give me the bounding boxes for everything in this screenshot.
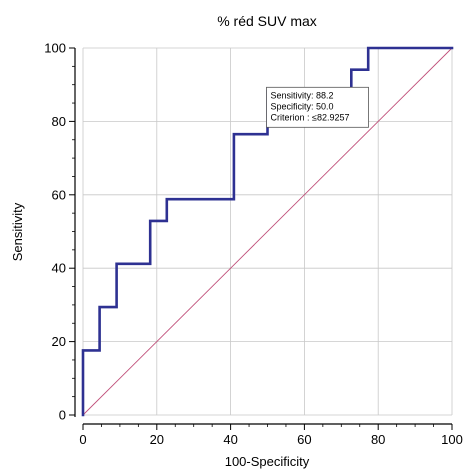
- x-tick-label-0: 0: [79, 432, 86, 447]
- grid: [82, 47, 453, 416]
- y-tick-label-60: 60: [52, 187, 66, 202]
- y-tick-label-20: 20: [52, 334, 66, 349]
- y-tick-label-40: 40: [52, 261, 66, 276]
- y-axis-title: Sensitivity: [10, 202, 25, 261]
- annotation-specificity: Specificity: 50.0: [271, 101, 334, 111]
- tick-labels: 0 20 40 60 80 100 0 20 40 60 80 100: [44, 41, 463, 448]
- annotation-box: [266, 86, 369, 128]
- x-tick-label-20: 20: [150, 432, 164, 447]
- y-tick-label-80: 80: [52, 114, 66, 129]
- x-tick-label-40: 40: [223, 432, 237, 447]
- y-tick-label-0: 0: [59, 408, 66, 423]
- annotation-sensitivity: Sensitivity: 88.2: [271, 90, 334, 100]
- x-tick-label-80: 80: [371, 432, 385, 447]
- annotation-criterion: Criterion : ≤82.9257: [271, 112, 350, 122]
- x-axis-title: 100-Specificity: [225, 454, 310, 469]
- diagonal-line: [82, 47, 453, 416]
- x-tick-label-60: 60: [297, 432, 311, 447]
- x-tick-label-100: 100: [441, 432, 463, 447]
- roc-step-line: [81, 46, 454, 417]
- criterion-annotation: Sensitivity: 88.2 Specificity: 50.0 Crit…: [266, 86, 369, 128]
- roc-curve: [81, 46, 454, 417]
- reference-diagonal: [82, 47, 453, 416]
- axes: [69, 47, 453, 430]
- chart-title: % réd SUV max: [217, 13, 317, 29]
- y-tick-label-100: 100: [44, 41, 66, 56]
